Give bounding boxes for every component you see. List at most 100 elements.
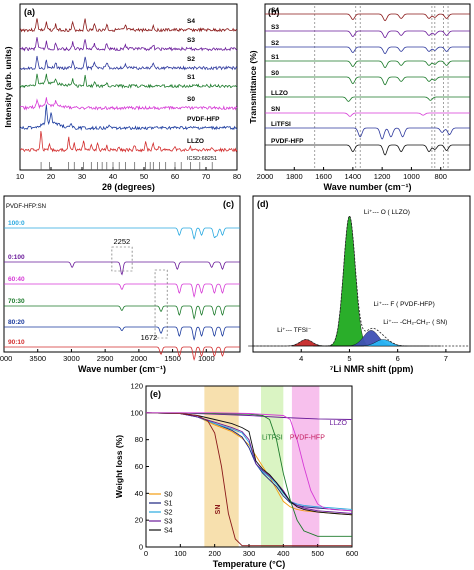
x-tick-label: 0 (144, 549, 148, 558)
region-PVDF-HFP (291, 386, 320, 547)
component-peak-3 (325, 339, 442, 347)
plot-frame (145, 385, 353, 548)
x-tick-label: 200 (208, 549, 221, 558)
y-tick-label: 60 (135, 462, 143, 471)
x-tick-label: 800 (434, 172, 447, 181)
series-line-90-10 (4, 346, 240, 361)
envelope-curve (253, 214, 470, 347)
series-line-LiTFSI (146, 412, 352, 537)
x-tick-label: 2500 (97, 354, 114, 363)
llzo-label: LLZO (330, 420, 348, 427)
series-label-S1: S1 (187, 74, 195, 81)
x-axis-label: Wave number (cm⁻¹) (78, 364, 166, 374)
y-tick-label: 40 (135, 489, 143, 498)
component-label-sn: Li⁺--- -CH₂-CH₂- ( SN) (383, 319, 447, 326)
x-tick-label: 1200 (374, 172, 391, 181)
series-label-PVDF-HFP: PVDF-HFP (271, 138, 304, 145)
x-tick-label: 600 (346, 549, 359, 558)
series-line-S2 (265, 46, 470, 55)
x-tick-label: 100 (174, 549, 187, 558)
x-tick-label: 3000 (63, 354, 80, 363)
series-line-S2 (145, 412, 353, 510)
series-label-S0: S0 (271, 70, 279, 77)
x-tick-label: 2000 (257, 172, 274, 181)
series-line-S1 (19, 73, 238, 89)
x-tick-label: 400 (277, 549, 290, 558)
region-label-LiTFSI: LiTFSI (262, 435, 283, 442)
x-tick-label: 40 (109, 172, 117, 181)
series-label-SN: SN (271, 106, 280, 113)
panel-d: 4 5 6 7 ⁷Li NMR shift (ppm) (d) Li⁺--- O ( LLZ… (248, 195, 471, 374)
annotation-box-1672 (154, 269, 168, 339)
series-line-LLZO (265, 96, 470, 102)
legend-label-S1: S1 (164, 501, 173, 508)
x-tick-label: 70 (202, 172, 210, 181)
panel-label: (d) (257, 199, 269, 209)
component-label-tfsi: Li⁺--- TFSI⁻ (277, 327, 311, 334)
series-line-0-100 (4, 261, 240, 276)
component-label-llzo: Li⁺--- O ( LLZO) (364, 209, 410, 216)
annotation-box-2252 (111, 246, 133, 272)
series-label-0-100: 0:100 (8, 254, 25, 261)
series-label-S3: S3 (187, 37, 195, 44)
annotation-2252: 2252 (114, 237, 131, 246)
series-label-60-40: 60:40 (8, 276, 25, 283)
y-axis-label: Intensity (arb. units) (3, 46, 13, 127)
series-line-LLZO (19, 130, 238, 153)
panel-b: 2000 1800 1600 1400 1200 1000 800 Wave number (… (248, 3, 471, 192)
series-line-S0 (265, 76, 470, 86)
x-tick-label: 1400 (345, 172, 362, 181)
series-label-PVDF-HFP: PVDF-HFP (187, 116, 220, 123)
x-tick-label: 30 (78, 172, 86, 181)
y-tick-label: 20 (135, 516, 143, 525)
x-tick-label: 1800 (286, 172, 303, 181)
series-line-PVDF-HFP (146, 412, 353, 512)
panel-c: 4000 3500 3000 2500 2000 1500 1000 Wave number … (0, 195, 241, 374)
series-line-80-20 (4, 326, 240, 341)
series-line-S3 (19, 37, 238, 52)
x-tick-label: 6 (396, 354, 400, 363)
series-line-70-30 (4, 305, 240, 320)
y-axis-label: Weight loss (%) (114, 435, 124, 498)
plot-frame (3, 195, 241, 353)
legend-title: PVDF-HFP:SN (6, 204, 46, 210)
series-line-PVDF-HFP (19, 104, 238, 131)
panel-label: (a) (24, 7, 35, 17)
x-axis-label: Wave number (cm⁻¹) (324, 182, 412, 192)
y-tick-label: 80 (135, 435, 143, 444)
series-label-S3: S3 (271, 24, 279, 31)
series-line-60-40 (4, 283, 240, 298)
series-line-SN (265, 112, 470, 117)
series-label-S2: S2 (271, 40, 279, 47)
plot-frame (252, 195, 471, 353)
series-label-LLZO: LLZO (187, 138, 204, 145)
series-label-S1: S1 (271, 54, 279, 61)
panel-e: 0 100 200 300 400 500 600 0 20 40 60 80 100 120 Temper… (114, 382, 358, 570)
x-tick-label: 1000 (198, 354, 215, 363)
panel-label: (b) (268, 7, 280, 17)
x-tick-label: 20 (47, 172, 55, 181)
legend-label-S0: S0 (164, 492, 173, 499)
series-label-90-10: 90:10 (8, 339, 25, 346)
series-line-LiTFSI (265, 127, 470, 140)
series-label-70-30: 70:30 (8, 298, 25, 305)
x-tick-label: 500 (311, 549, 324, 558)
series-line-S1 (145, 412, 353, 512)
x-tick-label: 10 (16, 172, 24, 181)
legend-label-S2: S2 (164, 510, 173, 517)
series-label-80-20: 80:20 (8, 319, 25, 326)
panel-label: (e) (150, 389, 161, 399)
series-label-S2: S2 (187, 56, 195, 63)
series-line-S4 (145, 412, 353, 516)
series-line-S3 (145, 412, 353, 514)
x-tick-label: 300 (243, 549, 256, 558)
y-axis-label: Transmittance (%) (248, 50, 258, 123)
series-line-S0 (20, 97, 238, 111)
x-tick-label: 3500 (29, 354, 46, 363)
x-tick-label: 7 (444, 354, 448, 363)
series-label-LiTFSI: LiTFSI (271, 121, 291, 128)
x-tick-label: 1500 (164, 354, 181, 363)
x-tick-label: 1600 (315, 172, 332, 181)
legend-label-S3: S3 (164, 519, 173, 526)
x-axis-label: ⁷Li NMR shift (ppm) (330, 364, 414, 374)
